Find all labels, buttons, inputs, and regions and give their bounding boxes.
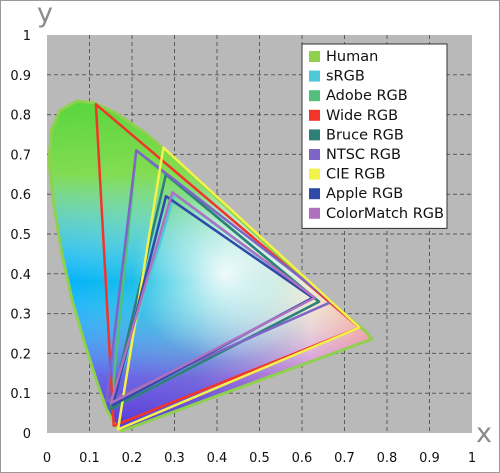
legend-swatch — [309, 207, 320, 219]
x-tick-labels: 0 0.1 0.2 0.3 0.4 0.5 0.6 0.7 0.8 0.9 1 — [43, 451, 476, 466]
x-tick-label: 0.6 — [292, 451, 313, 466]
x-tick-label: 0.8 — [377, 451, 398, 466]
x-tick-label: 1 — [468, 451, 476, 466]
legend-swatch — [309, 188, 320, 200]
x-tick-label: 0.3 — [164, 451, 185, 466]
x-tick-label: 0.7 — [334, 451, 355, 466]
series-colormatch-rgb-outline — [109, 190, 317, 405]
y-tick-labels: 0 0.1 0.2 0.3 0.4 0.5 0.6 0.7 0.8 0.9 1 — [10, 29, 31, 442]
y-tick-label: 0.6 — [10, 188, 31, 203]
x-tick-label: 0.5 — [249, 451, 270, 466]
legend-label: Bruce RGB — [326, 127, 404, 143]
y-tick-label: 1 — [23, 29, 31, 44]
legend-label: sRGB — [326, 69, 365, 85]
y-tick-label: 0.3 — [10, 308, 31, 323]
legend-swatch — [309, 90, 320, 102]
y-tick-label: 0.7 — [10, 148, 31, 163]
x-tick-label: 0 — [43, 451, 51, 466]
legend-swatch — [309, 149, 320, 160]
legend-label: Wide RGB — [326, 108, 398, 124]
legend-label: Apple RGB — [326, 186, 403, 202]
legend-swatch — [309, 168, 320, 180]
legend-label: Human — [326, 49, 378, 65]
x-tick-label: 0.2 — [122, 451, 143, 466]
series-cie-rgb-outline — [116, 146, 361, 431]
legend-swatch — [309, 70, 320, 82]
legend-swatch — [309, 51, 320, 62]
legend-label: CIE RGB — [326, 167, 385, 183]
y-tick-label: 0.9 — [10, 69, 31, 84]
series-wide-rgb-outline — [94, 103, 361, 428]
legend-swatch — [309, 129, 320, 141]
legend-label: ColorMatch RGB — [326, 206, 444, 222]
legend: Human sRGB Adobe RGB Wide RGB Bruce RGB NTSC … — [301, 43, 448, 229]
y-tick-label: 0 — [23, 427, 31, 442]
legend-swatch — [309, 109, 320, 121]
series-ntsc-rgb-outline — [105, 149, 334, 403]
x-tick-label: 0.4 — [207, 451, 228, 466]
y-tick-label: 0.1 — [10, 387, 31, 402]
x-tick-label: 0.1 — [79, 451, 100, 466]
y-axis-label: y — [37, 0, 53, 29]
y-tick-label: 0.4 — [10, 268, 31, 283]
series-layer — [47, 99, 374, 433]
x-axis-label: x — [476, 418, 492, 449]
legend-label: Adobe RGB — [326, 88, 408, 104]
legend-label: NTSC RGB — [326, 147, 401, 163]
series-bruce-rgb-outline — [109, 173, 321, 411]
y-tick-label: 0.2 — [10, 347, 31, 362]
y-tick-label: 0.8 — [10, 109, 31, 124]
legend-box — [301, 43, 448, 229]
y-tick-label: 0.5 — [10, 228, 31, 243]
x-tick-label: 0.9 — [419, 451, 440, 466]
